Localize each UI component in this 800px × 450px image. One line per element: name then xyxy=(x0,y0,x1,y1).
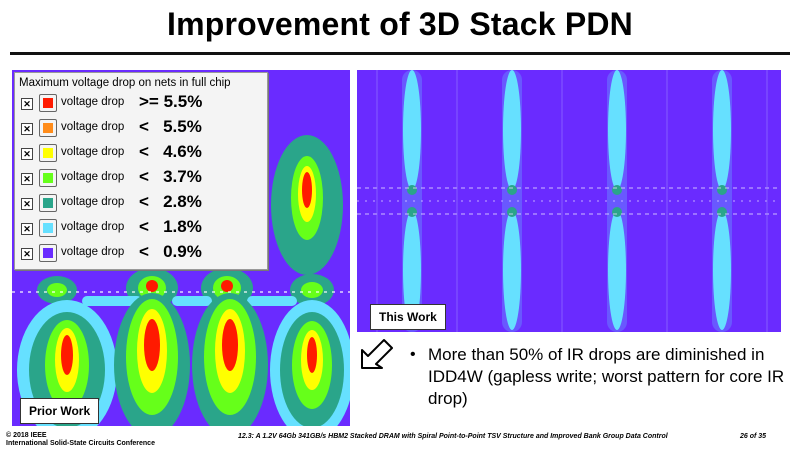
color-swatch xyxy=(39,144,57,162)
voltage-drop-legend: Maximum voltage drop on nets in full chi… xyxy=(14,72,268,270)
color-swatch xyxy=(39,94,57,112)
swatch-color-green xyxy=(43,173,53,183)
legend-threshold: < 0.9% xyxy=(139,242,202,261)
swatch-color-teal xyxy=(43,198,53,208)
bullet-marker: • xyxy=(410,346,416,363)
legend-label: voltage drop xyxy=(61,246,125,258)
color-swatch xyxy=(39,244,57,262)
legend-title: Maximum voltage drop on nets in full chi… xyxy=(19,77,231,89)
this-work-label: This Work xyxy=(370,304,446,330)
checkbox[interactable]: ✕ xyxy=(21,248,33,260)
checkbox[interactable]: ✕ xyxy=(21,173,33,185)
checkbox[interactable]: ✕ xyxy=(21,198,33,210)
prior-work-label: Prior Work xyxy=(20,398,100,424)
footer-copyright-block: © 2018 IEEE International Solid-State Ci… xyxy=(6,432,155,448)
legend-row: ✕ voltage drop < 2.8% xyxy=(19,192,263,215)
legend-threshold: < 4.6% xyxy=(139,142,202,161)
color-swatch xyxy=(39,119,57,137)
arrow-icon xyxy=(361,339,393,369)
color-swatch xyxy=(39,194,57,212)
swatch-color-orange xyxy=(43,123,53,133)
legend-row: ✕ voltage drop >= 5.5% xyxy=(19,92,263,115)
checkbox[interactable]: ✕ xyxy=(21,123,33,135)
legend-label: voltage drop xyxy=(61,121,125,133)
title-divider xyxy=(10,52,790,55)
legend-row: ✕ voltage drop < 3.7% xyxy=(19,167,263,190)
swatch-color-red xyxy=(43,98,53,108)
checkbox[interactable]: ✕ xyxy=(21,223,33,235)
legend-row: ✕ voltage drop < 0.9% xyxy=(19,242,263,265)
legend-threshold: < 3.7% xyxy=(139,167,202,186)
bullet-text: More than 50% of IR drops are diminished… xyxy=(428,345,785,408)
swatch-color-purple xyxy=(43,248,53,258)
legend-row: ✕ voltage drop < 4.6% xyxy=(19,142,263,165)
legend-label: voltage drop xyxy=(61,96,125,108)
color-swatch xyxy=(39,169,57,187)
legend-label: voltage drop xyxy=(61,221,125,233)
footer-conference: International Solid-State Circuits Confe… xyxy=(6,440,155,447)
footer-paper-title: 12.3: A 1.2V 64Gb 341GB/s HBM2 Stacked D… xyxy=(238,433,668,440)
this-work-map xyxy=(357,70,781,332)
footer-copyright: © 2018 IEEE xyxy=(6,432,47,439)
swatch-color-cyan xyxy=(43,223,53,233)
legend-threshold: < 2.8% xyxy=(139,192,202,211)
legend-row: ✕ voltage drop < 5.5% xyxy=(19,117,263,140)
swatch-color-yellow xyxy=(43,148,53,158)
legend-row: ✕ voltage drop < 1.8% xyxy=(19,217,263,240)
footer-page-number: 26 of 35 xyxy=(740,433,767,440)
legend-label: voltage drop xyxy=(61,171,125,183)
checkbox[interactable]: ✕ xyxy=(21,148,33,160)
legend-label: voltage drop xyxy=(61,196,125,208)
legend-threshold: < 1.8% xyxy=(139,217,202,236)
legend-label: voltage drop xyxy=(61,146,125,158)
checkbox[interactable]: ✕ xyxy=(21,98,33,110)
slide-title: Improvement of 3D Stack PDN xyxy=(167,6,633,42)
legend-threshold: < 5.5% xyxy=(139,117,202,136)
color-swatch xyxy=(39,219,57,237)
legend-threshold: >= 5.5% xyxy=(139,92,203,111)
